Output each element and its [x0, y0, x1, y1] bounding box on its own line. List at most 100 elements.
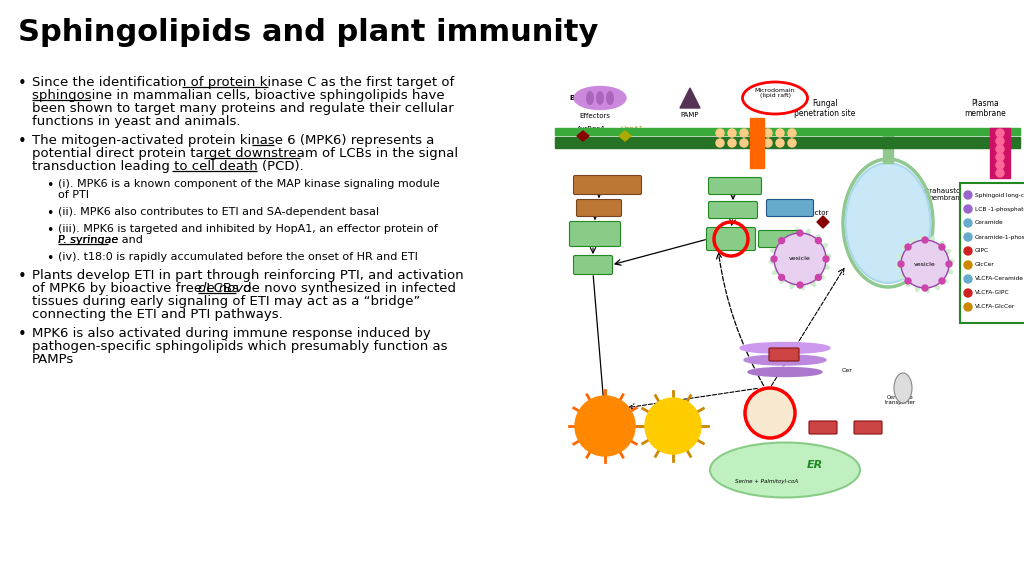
- Ellipse shape: [846, 163, 931, 283]
- Text: TIR-NB-LRR: TIR-NB-LRR: [590, 183, 625, 188]
- Text: Golgi: Golgi: [772, 355, 798, 365]
- Ellipse shape: [740, 343, 830, 354]
- Circle shape: [740, 139, 748, 147]
- Circle shape: [939, 278, 945, 284]
- Circle shape: [645, 398, 701, 454]
- FancyBboxPatch shape: [769, 348, 799, 361]
- Ellipse shape: [596, 91, 604, 105]
- Circle shape: [964, 275, 972, 283]
- Text: ABI1: ABI1: [778, 353, 791, 358]
- Circle shape: [996, 137, 1004, 145]
- Ellipse shape: [894, 373, 912, 403]
- Text: functions in yeast and animals.: functions in yeast and animals.: [32, 115, 241, 128]
- Text: MEKK17: MEKK17: [722, 184, 748, 188]
- Text: ER: ER: [807, 460, 823, 470]
- Circle shape: [797, 282, 803, 288]
- Circle shape: [996, 145, 1004, 153]
- Circle shape: [788, 139, 796, 147]
- Circle shape: [764, 129, 772, 137]
- Text: •: •: [18, 327, 27, 342]
- Circle shape: [964, 219, 972, 227]
- Polygon shape: [680, 88, 700, 108]
- FancyBboxPatch shape: [577, 199, 622, 217]
- FancyBboxPatch shape: [709, 177, 762, 195]
- Circle shape: [905, 278, 911, 284]
- Circle shape: [752, 139, 760, 147]
- Text: (ii). MPK6 also contributes to ETI and SA-dependent basal: (ii). MPK6 also contributes to ETI and S…: [58, 207, 379, 217]
- Text: MPK6: MPK6: [718, 234, 744, 244]
- Text: •: •: [46, 252, 53, 265]
- Circle shape: [964, 233, 972, 241]
- Text: Bacterium: Bacterium: [569, 95, 610, 101]
- Bar: [555, 128, 1020, 135]
- Text: HopA1: HopA1: [620, 126, 643, 132]
- Text: Plasma
membrane: Plasma membrane: [965, 98, 1006, 118]
- Circle shape: [964, 303, 972, 311]
- Text: SPT: SPT: [818, 425, 828, 430]
- Circle shape: [776, 139, 784, 147]
- Text: PCD: PCD: [664, 422, 683, 430]
- Ellipse shape: [744, 355, 826, 365]
- Circle shape: [771, 256, 777, 262]
- Ellipse shape: [710, 442, 860, 498]
- Text: Haustorium: Haustorium: [856, 208, 920, 218]
- Circle shape: [996, 169, 1004, 177]
- Circle shape: [964, 205, 972, 213]
- Text: EDS1
PAD4: EDS1 PAD4: [587, 229, 603, 240]
- Polygon shape: [896, 235, 954, 293]
- Text: CCR2-LRR: CCR2-LRR: [776, 206, 804, 210]
- Text: Sphingolipids and plant immunity: Sphingolipids and plant immunity: [18, 18, 598, 47]
- Text: •: •: [18, 134, 27, 149]
- Text: RPW8: RPW8: [997, 145, 1002, 161]
- Circle shape: [901, 240, 949, 288]
- FancyBboxPatch shape: [573, 176, 641, 195]
- Circle shape: [964, 191, 972, 199]
- FancyBboxPatch shape: [709, 202, 758, 218]
- Text: tissues during early signaling of ETI may act as a “bridge”: tissues during early signaling of ETI ma…: [32, 295, 421, 308]
- Text: Ceramide
transporter: Ceramide transporter: [885, 395, 915, 406]
- Bar: [990, 128, 1010, 178]
- Text: of MPK6 by bioactive free LCBs de novo synthesized in infected: of MPK6 by bioactive free LCBs de novo s…: [32, 282, 456, 295]
- Ellipse shape: [606, 91, 614, 105]
- Text: transduction leading to cell death (PCD).: transduction leading to cell death (PCD)…: [32, 160, 304, 173]
- Text: Effector: Effector: [802, 210, 828, 216]
- Ellipse shape: [586, 91, 594, 105]
- FancyBboxPatch shape: [759, 230, 800, 248]
- Circle shape: [823, 256, 829, 262]
- Circle shape: [788, 129, 796, 137]
- Text: de novo: de novo: [199, 282, 252, 295]
- Text: PAMPs: PAMPs: [32, 353, 75, 366]
- Text: Cer: Cer: [842, 367, 852, 373]
- Text: Plants develop ETI in part through reinforcing PTI, and activation: Plants develop ETI in part through reinf…: [32, 269, 464, 282]
- Text: LCB -1-phosphate: LCB -1-phosphate: [975, 207, 1024, 211]
- Text: VLCFA-GIPC: VLCFA-GIPC: [975, 290, 1010, 295]
- Text: AvrRps4: AvrRps4: [577, 126, 605, 132]
- Text: EDS1: EDS1: [590, 205, 608, 211]
- Circle shape: [776, 129, 784, 137]
- Text: MPK6 is also activated during immune response induced by: MPK6 is also activated during immune res…: [32, 327, 431, 340]
- Text: •: •: [46, 207, 53, 220]
- Circle shape: [964, 289, 972, 297]
- Text: Since the identification of protein kinase C as the first target of: Since the identification of protein kina…: [32, 76, 455, 89]
- Circle shape: [740, 129, 748, 137]
- Circle shape: [996, 161, 1004, 169]
- Circle shape: [728, 139, 736, 147]
- Circle shape: [728, 129, 736, 137]
- Text: vesicle: vesicle: [914, 262, 936, 267]
- Text: connecting the ETI and PTI pathways.: connecting the ETI and PTI pathways.: [32, 308, 283, 321]
- Circle shape: [815, 238, 821, 244]
- FancyBboxPatch shape: [809, 421, 837, 434]
- Circle shape: [752, 129, 760, 137]
- Text: KSR: KSR: [862, 425, 873, 430]
- Text: Serine + Palmitoyl-coA: Serine + Palmitoyl-coA: [735, 479, 799, 484]
- Text: •: •: [18, 269, 27, 284]
- Text: MKK4/5: MKK4/5: [721, 207, 744, 213]
- Bar: [961, 183, 1024, 323]
- Text: been shown to target many proteins and regulate their cellular: been shown to target many proteins and r…: [32, 102, 454, 115]
- Text: LCBs: LCBs: [760, 404, 780, 414]
- Text: GIPC: GIPC: [975, 248, 989, 253]
- Text: (iii). MPK6 is targeted and inhibited by HopA1, an effector protein of: (iii). MPK6 is targeted and inhibited by…: [58, 224, 437, 234]
- Text: (i). MPK6 is a known component of the MAP kinase signaling module: (i). MPK6 is a known component of the MA…: [58, 179, 439, 189]
- Circle shape: [996, 153, 1004, 161]
- Text: of PTI: of PTI: [58, 190, 89, 200]
